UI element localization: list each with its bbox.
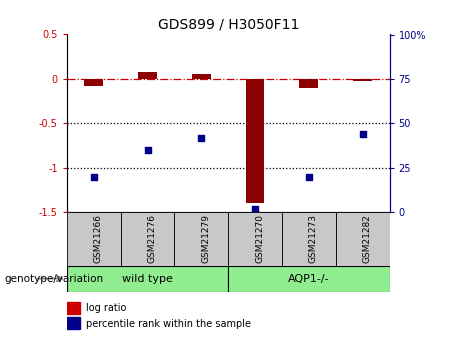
- Point: [251, 206, 259, 211]
- Bar: [121, 212, 174, 266]
- Text: GSM21279: GSM21279: [201, 214, 210, 264]
- Bar: [67, 212, 121, 266]
- Text: GSM21276: GSM21276: [148, 214, 157, 264]
- Text: percentile rank within the sample: percentile rank within the sample: [86, 319, 251, 328]
- Bar: [174, 212, 228, 266]
- Text: GSM21273: GSM21273: [309, 214, 318, 264]
- Bar: [192, 75, 211, 79]
- Point: [198, 135, 205, 140]
- Text: GSM21266: GSM21266: [94, 214, 103, 264]
- Bar: [228, 212, 282, 266]
- Text: log ratio: log ratio: [86, 303, 127, 313]
- Bar: [228, 266, 390, 292]
- Text: GSM21282: GSM21282: [363, 215, 372, 263]
- Title: GDS899 / H3050F11: GDS899 / H3050F11: [158, 18, 299, 32]
- Bar: [67, 302, 80, 314]
- Point: [144, 147, 151, 153]
- Bar: [67, 317, 80, 329]
- Bar: [282, 212, 336, 266]
- Text: AQP1-/-: AQP1-/-: [288, 274, 330, 284]
- Bar: [336, 212, 390, 266]
- Bar: [67, 266, 228, 292]
- Text: genotype/variation: genotype/variation: [5, 274, 104, 284]
- Bar: [138, 72, 157, 79]
- Bar: [84, 79, 103, 86]
- Point: [305, 174, 313, 179]
- Point: [359, 131, 366, 137]
- Bar: [246, 79, 265, 203]
- Bar: [300, 79, 318, 88]
- Text: wild type: wild type: [122, 274, 173, 284]
- Point: [90, 174, 97, 179]
- Text: GSM21270: GSM21270: [255, 214, 264, 264]
- Bar: [353, 79, 372, 81]
